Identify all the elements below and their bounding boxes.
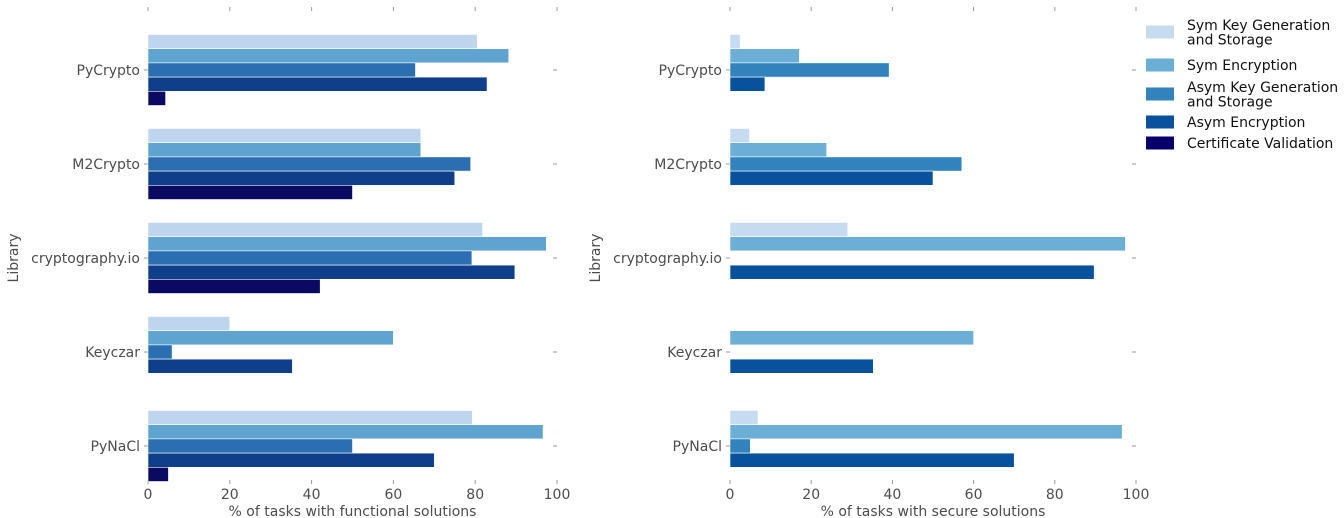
x-tick-label: 20 — [221, 487, 239, 503]
x-tick-label: 60 — [384, 487, 402, 503]
category-label: PyCrypto — [77, 63, 141, 79]
bar-keyczar-series-4 — [729, 358, 874, 374]
bar-pycrypto-series-2 — [729, 48, 800, 64]
y-axis-label: Library — [6, 234, 22, 283]
x-tick-label: 80 — [466, 487, 484, 503]
bar-pynacl-series-3 — [147, 438, 353, 454]
x-axis-label: % of tasks with secure solutions — [821, 504, 1046, 518]
legend-label: Sym Key Generation — [1187, 18, 1330, 34]
bar-cryptography-io-series-1 — [729, 222, 849, 237]
bar-m2crypto-series-2 — [147, 142, 422, 158]
bar-pycrypto-series-4 — [147, 76, 488, 92]
category-label: cryptography.io — [613, 251, 722, 267]
bar-pynacl-series-4 — [729, 452, 1015, 468]
x-axis-label: % of tasks with functional solutions — [229, 504, 477, 518]
bar-cryptography-io-series-2 — [147, 236, 547, 252]
category-label: PyNaCl — [91, 439, 140, 455]
bar-pynacl-series-1 — [147, 410, 473, 425]
bar-keyczar-series-2 — [729, 330, 974, 346]
bar-m2crypto-series-5 — [147, 185, 353, 200]
bar-m2crypto-series-4 — [147, 170, 456, 186]
legend-swatch — [1146, 58, 1174, 72]
bar-m2crypto-series-1 — [729, 128, 750, 143]
x-tick-label: 80 — [1046, 487, 1064, 503]
legend-swatch — [1146, 87, 1174, 101]
bar-keyczar-series-2 — [147, 330, 394, 346]
x-tick-label: 40 — [303, 487, 321, 503]
x-tick-label: 0 — [726, 487, 735, 503]
category-label: cryptography.io — [31, 251, 140, 267]
legend-label: and Storage — [1187, 94, 1273, 110]
bar-pycrypto-series-3 — [729, 62, 890, 78]
x-tick-label: 40 — [883, 487, 901, 503]
secure-solutions-chart: 0 20 40 60 80 100 PyCrypto M2Crypto cryptography… — [588, 7, 1149, 518]
category-label: M2Crypto — [654, 157, 722, 173]
bar-m2crypto-series-4 — [729, 170, 934, 186]
bar-pycrypto-series-3 — [147, 62, 416, 78]
legend-label: and Storage — [1187, 32, 1273, 48]
bar-m2crypto-series-1 — [147, 128, 422, 143]
category-label: PyCrypto — [659, 63, 723, 79]
functional-solutions-chart: 0 20 40 60 80 100 PyCrypto M2Crypto cryptography… — [6, 7, 570, 518]
x-tick-label: 20 — [802, 487, 820, 503]
bar-cryptography-io-series-2 — [729, 236, 1126, 252]
bar-pycrypto-series-5 — [147, 91, 166, 106]
category-label: Keyczar — [85, 345, 140, 361]
bar-pycrypto-series-1 — [147, 34, 478, 49]
bar-pycrypto-series-2 — [147, 48, 510, 64]
bar-keyczar-series-1 — [147, 316, 231, 331]
x-tick-label: 60 — [965, 487, 983, 503]
category-label: Keyczar — [667, 345, 722, 361]
bar-pynacl-series-2 — [147, 424, 544, 440]
bar-keyczar-series-3 — [147, 344, 173, 360]
bar-cryptography-io-series-1 — [147, 222, 483, 237]
bar-pynacl-series-3 — [729, 438, 751, 454]
legend-swatch — [1146, 115, 1174, 129]
x-tick-label: 100 — [544, 487, 571, 503]
legend-label: Asym Key Generation — [1187, 80, 1338, 96]
x-tick-label: 100 — [1123, 487, 1150, 503]
bar-pynacl-series-2 — [729, 424, 1123, 440]
bar-cryptography-io-series-4 — [729, 264, 1095, 280]
bar-m2crypto-series-3 — [147, 156, 472, 172]
category-label: PyNaCl — [673, 439, 722, 455]
bar-pynacl-series-1 — [729, 410, 759, 425]
legend-label: Asym Encryption — [1187, 115, 1305, 131]
bar-cryptography-io-series-4 — [147, 264, 516, 280]
bar-cryptography-io-series-5 — [147, 278, 321, 294]
bar-pynacl-series-5 — [147, 466, 169, 482]
bar-pycrypto-series-1 — [729, 34, 741, 49]
bar-pycrypto-series-4 — [729, 76, 766, 92]
legend-swatch — [1146, 25, 1174, 39]
category-label: M2Crypto — [72, 157, 140, 173]
bar-m2crypto-series-3 — [729, 156, 963, 172]
bar-keyczar-series-4 — [147, 358, 293, 374]
x-tick-label: 0 — [144, 487, 153, 503]
bar-m2crypto-series-2 — [729, 142, 827, 158]
legend-label: Certificate Validation — [1187, 136, 1333, 152]
bar-pynacl-series-4 — [147, 452, 435, 468]
legend-label: Sym Encryption — [1187, 58, 1297, 74]
y-axis-label: Library — [588, 234, 604, 283]
bar-cryptography-io-series-3 — [147, 250, 473, 266]
legend-swatch — [1146, 136, 1174, 150]
